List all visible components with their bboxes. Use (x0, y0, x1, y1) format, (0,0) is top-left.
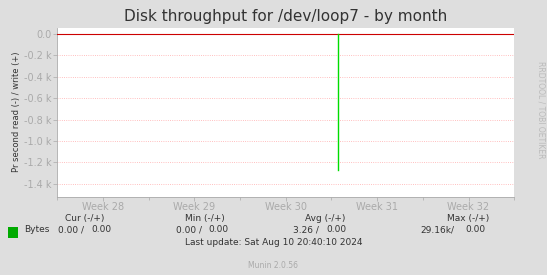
Text: Cur (-/+): Cur (-/+) (65, 214, 104, 223)
Text: 0.00: 0.00 (91, 226, 111, 234)
Text: 0.00 /: 0.00 / (176, 226, 202, 234)
Text: 0.00: 0.00 (466, 226, 486, 234)
Text: RRDTOOL / TOBI OETIKER: RRDTOOL / TOBI OETIKER (537, 61, 546, 159)
Text: 29.16k/: 29.16k/ (421, 226, 455, 234)
Text: 3.26 /: 3.26 / (293, 226, 319, 234)
Text: Avg (-/+): Avg (-/+) (305, 214, 346, 223)
Text: Munin 2.0.56: Munin 2.0.56 (248, 261, 299, 270)
Text: Min (-/+): Min (-/+) (185, 214, 225, 223)
Text: 0.00 /: 0.00 / (58, 226, 84, 234)
Text: Last update: Sat Aug 10 20:40:10 2024: Last update: Sat Aug 10 20:40:10 2024 (185, 238, 362, 247)
Text: 0.00: 0.00 (327, 226, 346, 234)
Text: 0.00: 0.00 (209, 226, 229, 234)
Y-axis label: Pr second read (-) / write (+): Pr second read (-) / write (+) (13, 52, 21, 172)
Title: Disk throughput for /dev/loop7 - by month: Disk throughput for /dev/loop7 - by mont… (124, 9, 447, 24)
Text: Max (-/+): Max (-/+) (446, 214, 489, 223)
Text: Bytes: Bytes (25, 226, 50, 234)
